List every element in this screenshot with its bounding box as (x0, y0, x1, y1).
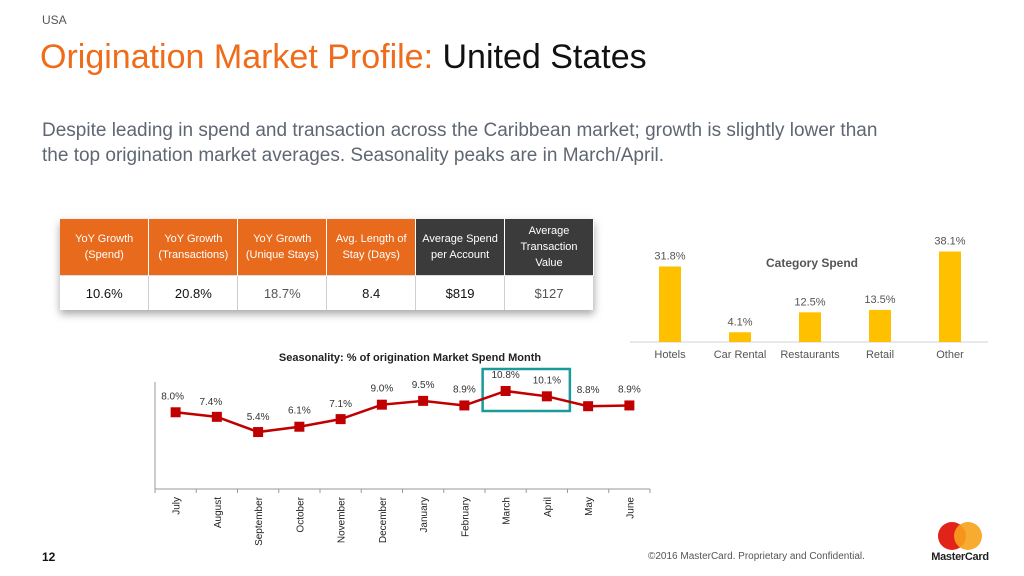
data-label: 9.5% (412, 380, 435, 391)
category-label: May (584, 497, 595, 516)
data-point (253, 427, 264, 438)
bar (659, 266, 681, 342)
category-label: July (172, 497, 183, 515)
kpi-value: $819 (415, 275, 506, 310)
kpi-value: 20.8% (148, 275, 239, 310)
data-point (583, 401, 594, 412)
category-label: Other (936, 349, 964, 361)
mastercard-logo: MasterCard (928, 520, 992, 564)
kpi-value: $127 (504, 275, 594, 310)
highlight-box (481, 367, 572, 413)
data-label: 6.1% (288, 406, 311, 417)
category-label: Retail (866, 349, 894, 361)
kpi-header: YoY Growth (Transactions) (148, 219, 239, 276)
data-label: 7.4% (199, 397, 222, 408)
bar (869, 309, 891, 342)
data-label: 8.8% (577, 385, 600, 396)
logo-text: MasterCard (931, 551, 989, 563)
summary-text: Despite leading in spend and transaction… (42, 120, 878, 166)
data-point (335, 414, 346, 425)
data-label: 38.1% (934, 236, 965, 248)
data-point (170, 407, 181, 418)
data-point (541, 391, 552, 402)
category-label: March (502, 497, 513, 525)
kpi-value: 8.4 (326, 275, 417, 310)
kpi-header: Avg. Length of Stay (Days) (326, 219, 417, 276)
data-label: 9.0% (370, 384, 393, 395)
copyright-text: ©2016 MasterCard. Proprietary and Confid… (648, 551, 865, 562)
data-label: 8.0% (161, 391, 184, 402)
data-point (459, 400, 470, 411)
data-point (376, 399, 387, 410)
data-label: 13.5% (864, 294, 895, 306)
category-label: September (254, 496, 265, 546)
data-label: 10.8% (491, 370, 519, 381)
data-label: 8.9% (618, 384, 641, 395)
kpi-header: YoY Growth (Spend) (60, 219, 150, 276)
data-label: 12.5% (794, 296, 825, 308)
category-label: June (625, 497, 636, 519)
category-spend-chart: Category Spend 31.8% Hotels 4.1% Car Rental 1… (630, 236, 988, 361)
data-label: 5.4% (247, 412, 270, 423)
kpi-value: 18.7% (237, 275, 328, 310)
category-label: Hotels (654, 349, 686, 361)
bar (939, 251, 961, 342)
series-line (175, 389, 630, 434)
data-point (211, 411, 222, 422)
category-label: November (337, 496, 348, 543)
country-label: USA (42, 13, 67, 27)
data-point (418, 395, 429, 406)
data-point (500, 386, 511, 396)
mastercard-circles-icon (938, 522, 982, 550)
title-market: United States (442, 38, 647, 76)
category-label: December (378, 496, 389, 543)
data-point (294, 421, 305, 432)
category-label: February (460, 497, 471, 537)
bar (799, 312, 821, 342)
kpi-value-row: 10.6% 20.8% 18.7% 8.4 $819 $127 (60, 275, 594, 310)
data-label: 8.9% (453, 384, 476, 395)
kpi-header: YoY Growth (Unique Stays) (237, 219, 328, 276)
kpi-header-row: YoY Growth (Spend) YoY Growth (Transacti… (60, 219, 594, 276)
kpi-table: YoY Growth (Spend) YoY Growth (Transacti… (60, 219, 594, 310)
category-label: Car Rental (714, 349, 767, 361)
seasonality-chart: Seasonality: % of origination Market Spe… (154, 352, 651, 546)
category-label: August (213, 497, 224, 528)
title-prefix: Origination Market Profile: (40, 38, 434, 76)
data-label: 31.8% (654, 250, 685, 262)
kpi-value: 10.6% (60, 275, 150, 310)
data-point (624, 400, 635, 411)
chart-title: Seasonality: % of origination Market Spe… (279, 352, 541, 364)
page-title: Origination Market Profile: United State… (40, 38, 647, 77)
data-label: 10.1% (533, 375, 561, 386)
kpi-header: Average Spend per Account (415, 219, 506, 276)
category-label: Restaurants (780, 349, 840, 361)
kpi-header: Average Transaction Value (504, 219, 594, 276)
data-label: 7.1% (329, 399, 352, 410)
chart-title: Category Spend (766, 256, 858, 270)
category-label: January (419, 497, 430, 533)
data-label: 4.1% (727, 316, 752, 328)
category-label: October (295, 496, 306, 532)
bar (729, 332, 751, 342)
page-number: 12 (42, 550, 56, 564)
category-label: April (543, 497, 554, 517)
